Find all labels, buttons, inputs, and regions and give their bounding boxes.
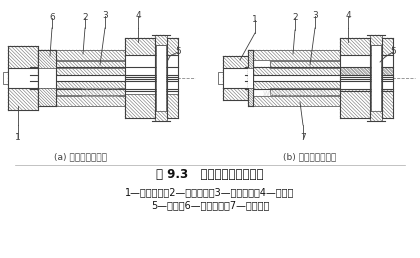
- Bar: [223, 68, 253, 88]
- Bar: [270, 61, 340, 68]
- Bar: [38, 50, 125, 60]
- Bar: [155, 111, 167, 121]
- Text: (a) 双螺母固定方式: (a) 双螺母固定方式: [53, 152, 107, 161]
- Text: www.qcwx.com: www.qcwx.com: [262, 88, 328, 98]
- Text: 7: 7: [300, 133, 306, 142]
- Bar: [245, 67, 393, 75]
- Text: 5—螺栓；6—锁紧螺母；7—弹簧垫圈: 5—螺栓；6—锁紧螺母；7—弹簧垫圈: [151, 200, 269, 210]
- Text: 图 9.3   双式车轮辐板的固定: 图 9.3 双式车轮辐板的固定: [156, 168, 264, 181]
- Bar: [8, 46, 38, 110]
- Bar: [270, 88, 340, 95]
- Bar: [38, 50, 56, 106]
- Bar: [125, 78, 178, 94]
- Bar: [253, 96, 340, 106]
- Bar: [370, 35, 382, 45]
- Bar: [38, 96, 125, 106]
- Text: 5: 5: [390, 47, 396, 57]
- Bar: [223, 56, 253, 100]
- Text: 2: 2: [82, 13, 88, 22]
- Bar: [8, 68, 38, 88]
- Bar: [125, 55, 178, 67]
- Text: 4: 4: [345, 12, 351, 20]
- Bar: [30, 81, 178, 89]
- Bar: [340, 38, 393, 118]
- Bar: [30, 67, 178, 75]
- Bar: [125, 79, 178, 90]
- Bar: [55, 61, 125, 68]
- Text: 3: 3: [312, 12, 318, 20]
- Text: 1—特制螺母；2—外轮辐板；3—内轮辐板；4—轮毂；: 1—特制螺母；2—外轮辐板；3—内轮辐板；4—轮毂；: [125, 187, 295, 197]
- Bar: [370, 111, 382, 121]
- Bar: [125, 62, 178, 78]
- Bar: [340, 79, 393, 90]
- Text: 5: 5: [175, 47, 181, 57]
- Bar: [245, 81, 393, 89]
- Bar: [371, 45, 381, 115]
- Text: 1: 1: [252, 15, 258, 25]
- Bar: [253, 50, 340, 60]
- Text: 3: 3: [102, 12, 108, 20]
- Bar: [30, 75, 178, 81]
- Bar: [55, 88, 125, 95]
- Bar: [155, 35, 167, 45]
- Text: 6: 6: [49, 13, 55, 22]
- Bar: [340, 55, 393, 67]
- Bar: [125, 38, 178, 118]
- Bar: [245, 75, 393, 81]
- Bar: [156, 45, 166, 115]
- Text: 2: 2: [292, 13, 298, 22]
- Bar: [248, 68, 253, 88]
- Text: 4: 4: [135, 12, 141, 20]
- Bar: [3, 72, 11, 84]
- Text: 1: 1: [15, 133, 21, 142]
- Text: (b) 单螺母固定方式: (b) 单螺母固定方式: [284, 152, 336, 161]
- Bar: [38, 68, 56, 88]
- Text: 汽车维修技术网: 汽车维修技术网: [81, 88, 119, 98]
- Bar: [248, 50, 253, 106]
- Bar: [218, 72, 226, 84]
